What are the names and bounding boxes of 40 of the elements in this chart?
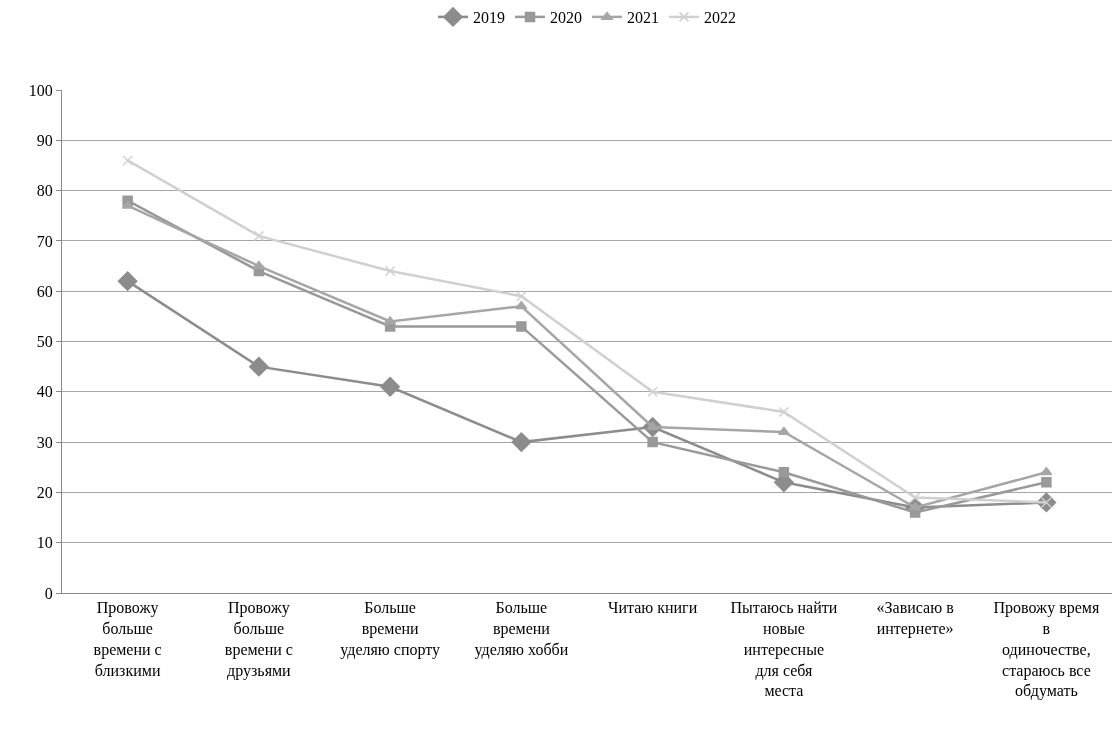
point — [647, 436, 658, 448]
y-tick-label: 10 — [36, 534, 53, 552]
point — [647, 386, 658, 398]
point — [380, 376, 400, 397]
point — [117, 271, 138, 291]
x-tick-label: Провожу время в одиночестве, стараюсь все обдумать — [993, 599, 1100, 701]
y-tick-label: 80 — [36, 182, 53, 200]
y-tick-label: 50 — [36, 333, 53, 351]
legend-label: 2019 — [473, 9, 505, 27]
y-tick-label: 20 — [36, 484, 53, 501]
point — [516, 321, 527, 332]
point — [122, 155, 133, 166]
point — [777, 426, 790, 436]
y-tick-label: 100 — [28, 81, 53, 99]
x-tick-label: «Зависаю в интернете» — [876, 599, 955, 638]
x-tick-label: Пытаюсь найти новые интересные для себя места — [730, 599, 838, 700]
x-tick-label: Больше времени уделяю хобби — [474, 599, 569, 659]
point — [249, 356, 269, 377]
y-tick-label: 70 — [36, 232, 53, 250]
point — [516, 290, 527, 302]
y-tick-label: 40 — [36, 383, 53, 401]
point — [909, 492, 921, 503]
point — [384, 265, 396, 277]
point — [778, 467, 790, 478]
legend-label: 2021 — [627, 9, 659, 27]
point — [778, 406, 790, 418]
y-tick-label: 0 — [44, 584, 53, 602]
point — [511, 432, 532, 452]
point — [1041, 477, 1052, 488]
y-tick-label: 30 — [36, 433, 53, 451]
x-tick-label: Читаю книги — [608, 599, 698, 617]
legend-label: 2022 — [704, 9, 736, 27]
x-tick-label: Больше времени уделяю спорту — [340, 599, 441, 659]
y-tick-label: 60 — [36, 282, 53, 300]
point — [252, 260, 265, 270]
x-tick-label: Провожу больше времени с друзьями — [224, 599, 293, 680]
point — [253, 230, 265, 242]
y-tick-label: 90 — [36, 131, 53, 149]
x-tick-label: Провожу больше времени с близкими — [93, 599, 162, 679]
legend-label: 2020 — [550, 9, 582, 27]
